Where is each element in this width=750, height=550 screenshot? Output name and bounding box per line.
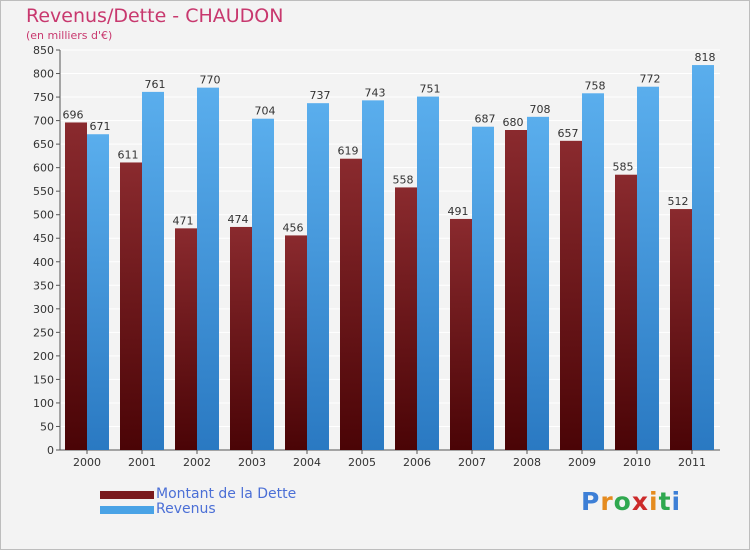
data-label-dette: 619	[338, 145, 359, 158]
data-label-revenus: 737	[310, 89, 331, 102]
logo-letter: P	[581, 487, 601, 516]
data-label-dette: 512	[668, 195, 689, 208]
x-tick-label: 2002	[183, 456, 211, 469]
logo-letter: i	[649, 487, 659, 516]
x-tick-label: 2001	[128, 456, 156, 469]
y-tick-label: 350	[33, 279, 54, 292]
legend-swatch-revenus	[100, 505, 154, 514]
data-label-revenus: 704	[255, 105, 276, 118]
data-label-dette: 558	[393, 173, 414, 186]
bar-dette	[395, 187, 417, 451]
bar-dette	[615, 174, 637, 451]
data-label-revenus: 743	[365, 86, 386, 99]
bar-revenus	[197, 87, 219, 450]
proxiti-logo: Proxiti	[581, 487, 681, 516]
bar-dette	[120, 162, 142, 450]
y-tick-label: 750	[33, 91, 54, 104]
bar-revenus	[307, 103, 329, 451]
chart-title: Revenus/Dette - CHAUDON	[26, 5, 284, 27]
y-tick-label: 100	[33, 397, 54, 410]
bar-revenus	[362, 100, 384, 451]
data-label-revenus: 751	[420, 83, 441, 96]
logo-letter: x	[631, 487, 649, 516]
bar-dette	[560, 140, 582, 450]
legend: Montant de la Dette Revenus	[100, 487, 296, 517]
logo-letter: o	[613, 487, 632, 516]
y-tick-label: 200	[33, 350, 54, 363]
x-tick-label: 2000	[73, 456, 101, 469]
y-tick-label: 0	[47, 444, 54, 457]
data-label-revenus: 761	[145, 78, 166, 91]
data-label-revenus: 671	[90, 120, 111, 133]
y-tick-label: 600	[33, 162, 54, 175]
x-tick-label: 2011	[678, 456, 706, 469]
y-tick-label: 400	[33, 256, 54, 269]
bar-dette	[670, 209, 692, 450]
bar-revenus	[417, 96, 439, 451]
data-label-dette: 456	[283, 221, 304, 234]
logo-letter: r	[600, 487, 614, 516]
legend-label-revenus: Revenus	[156, 501, 216, 517]
y-tick-label: 800	[33, 68, 54, 81]
y-tick-label: 300	[33, 303, 54, 316]
bar-revenus	[527, 116, 549, 450]
data-label-dette: 585	[613, 161, 634, 174]
bar-dette	[505, 130, 527, 450]
x-tick-label: 2003	[238, 456, 266, 469]
data-label-revenus: 818	[695, 51, 716, 64]
data-label-revenus: 772	[640, 73, 661, 86]
x-tick-label: 2006	[403, 456, 431, 469]
x-tick-label: 2008	[513, 456, 541, 469]
bar-revenus	[87, 134, 109, 450]
logo-letter: t	[658, 487, 672, 516]
y-tick-label: 150	[33, 373, 54, 386]
legend-label-dette: Montant de la Dette	[156, 486, 297, 502]
y-tick-label: 550	[33, 185, 54, 198]
x-tick-label: 2010	[623, 456, 651, 469]
y-tick-label: 450	[33, 232, 54, 245]
y-tick-label: 500	[33, 209, 54, 222]
plot-area	[60, 50, 720, 450]
bar-revenus	[142, 91, 164, 450]
y-tick-label: 50	[40, 420, 54, 433]
legend-item-dette: Montant de la Dette	[100, 487, 296, 502]
x-tick-label: 2009	[568, 456, 596, 469]
y-tick-label: 700	[33, 115, 54, 128]
data-label-dette: 680	[503, 116, 524, 129]
bar-dette	[340, 158, 362, 451]
bar-dette	[450, 218, 472, 450]
bar-revenus	[637, 86, 659, 451]
chart-subtitle: (en milliers d'€)	[26, 29, 113, 42]
bar-dette	[175, 228, 197, 450]
x-tick-label: 2005	[348, 456, 376, 469]
bar-dette	[65, 122, 87, 451]
legend-swatch-dette	[100, 490, 154, 499]
data-label-dette: 696	[63, 108, 84, 121]
data-label-dette: 491	[448, 205, 469, 218]
bar-dette	[230, 226, 252, 450]
data-label-dette: 657	[558, 127, 579, 140]
bar-revenus	[252, 118, 274, 451]
bar-revenus	[582, 93, 604, 450]
data-label-dette: 471	[173, 214, 194, 227]
data-label-revenus: 687	[475, 113, 496, 126]
data-label-dette: 474	[228, 213, 249, 226]
x-tick-label: 2004	[293, 456, 321, 469]
y-tick-label: 850	[33, 44, 54, 57]
bar-dette	[285, 235, 307, 450]
data-label-revenus: 708	[530, 103, 551, 116]
data-label-revenus: 770	[200, 74, 221, 87]
x-tick-label: 2007	[458, 456, 486, 469]
logo-letter: i	[671, 487, 682, 516]
bar-revenus	[472, 126, 494, 451]
legend-item-revenus: Revenus	[100, 502, 296, 517]
y-tick-label: 650	[33, 138, 54, 151]
bar-revenus	[692, 65, 714, 450]
data-label-revenus: 758	[585, 79, 606, 92]
data-label-dette: 611	[118, 148, 139, 161]
y-tick-label: 250	[33, 326, 54, 339]
